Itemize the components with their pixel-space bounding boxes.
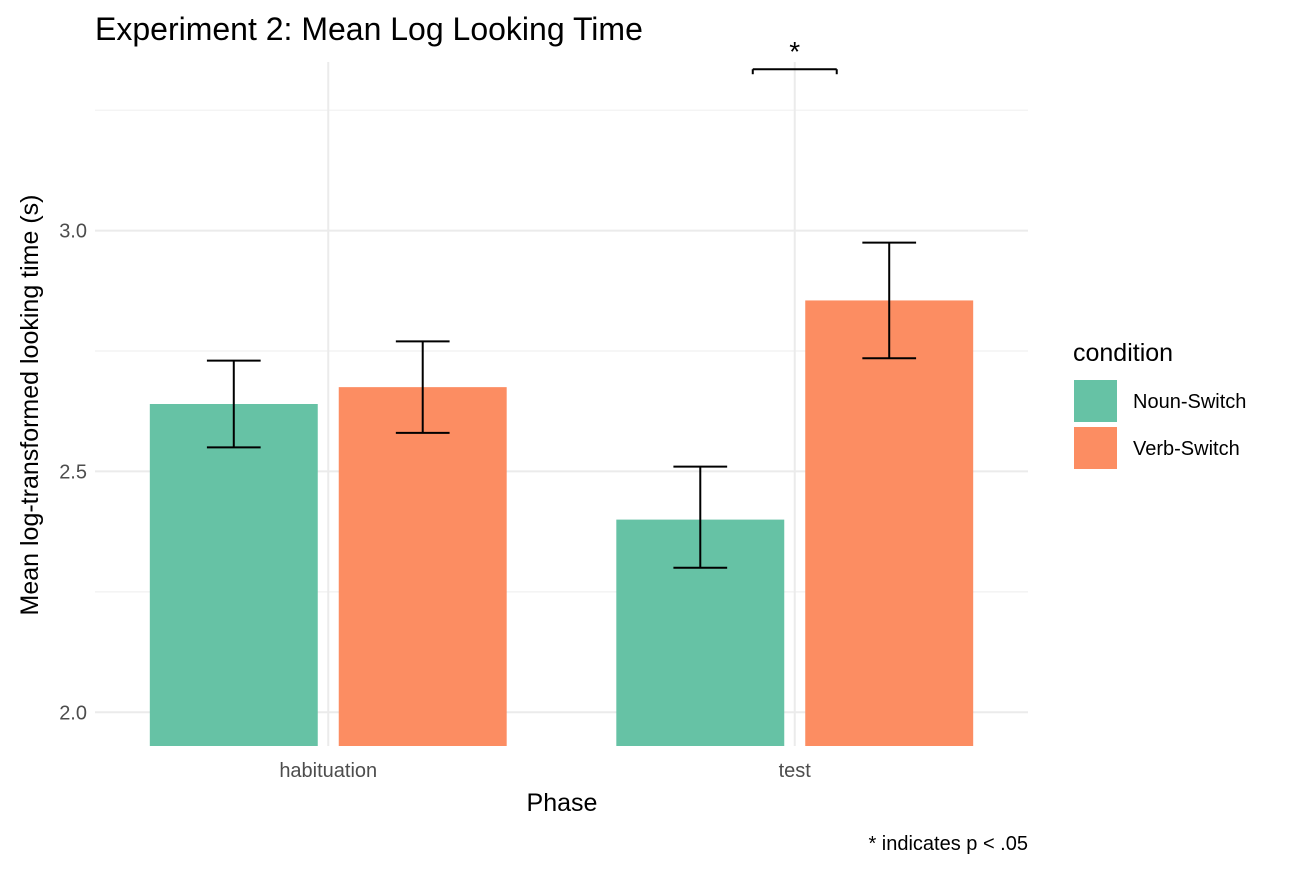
legend-label: Verb-Switch: [1133, 438, 1240, 460]
bar-verb-switch-test: [805, 300, 974, 746]
error-bars: [206, 241, 917, 569]
y-tick-label: 3.0: [59, 221, 87, 243]
error-bar: [206, 359, 261, 449]
y-axis-title: Mean log-transformed looking time (s): [16, 195, 44, 616]
bar-noun-switch-habituation: [149, 404, 318, 746]
x-axis-title: Phase: [527, 789, 598, 817]
legend-swatch: [1074, 380, 1117, 422]
legend-title: condition: [1073, 339, 1173, 367]
legend-items: Noun-Switch Verb-Switch: [1074, 380, 1246, 469]
caption: * indicates p < .05: [868, 833, 1028, 855]
error-bar: [673, 465, 728, 569]
error-bar: [862, 241, 917, 360]
y-axis-ticks: 2.0 2.5 3.0: [59, 221, 87, 725]
legend-swatch: [1074, 427, 1117, 469]
legend: condition Noun-Switch Verb-Switch: [1073, 339, 1246, 469]
x-tick-label: test: [779, 760, 812, 782]
y-tick-label: 2.5: [59, 461, 87, 483]
bar-verb-switch-habituation: [338, 387, 507, 746]
chart-title: Experiment 2: Mean Log Looking Time: [95, 11, 643, 47]
legend-item: Noun-Switch: [1074, 380, 1246, 422]
error-bar: [395, 340, 450, 434]
y-tick-label: 2.0: [59, 702, 87, 724]
significance-bracket: *: [751, 36, 838, 75]
bars: [149, 300, 974, 746]
significance-marker: *: [789, 36, 800, 67]
legend-item: Verb-Switch: [1074, 427, 1240, 469]
legend-label: Noun-Switch: [1133, 391, 1246, 413]
x-axis-ticks: habituation test: [279, 760, 811, 782]
x-tick-label: habituation: [279, 760, 377, 782]
